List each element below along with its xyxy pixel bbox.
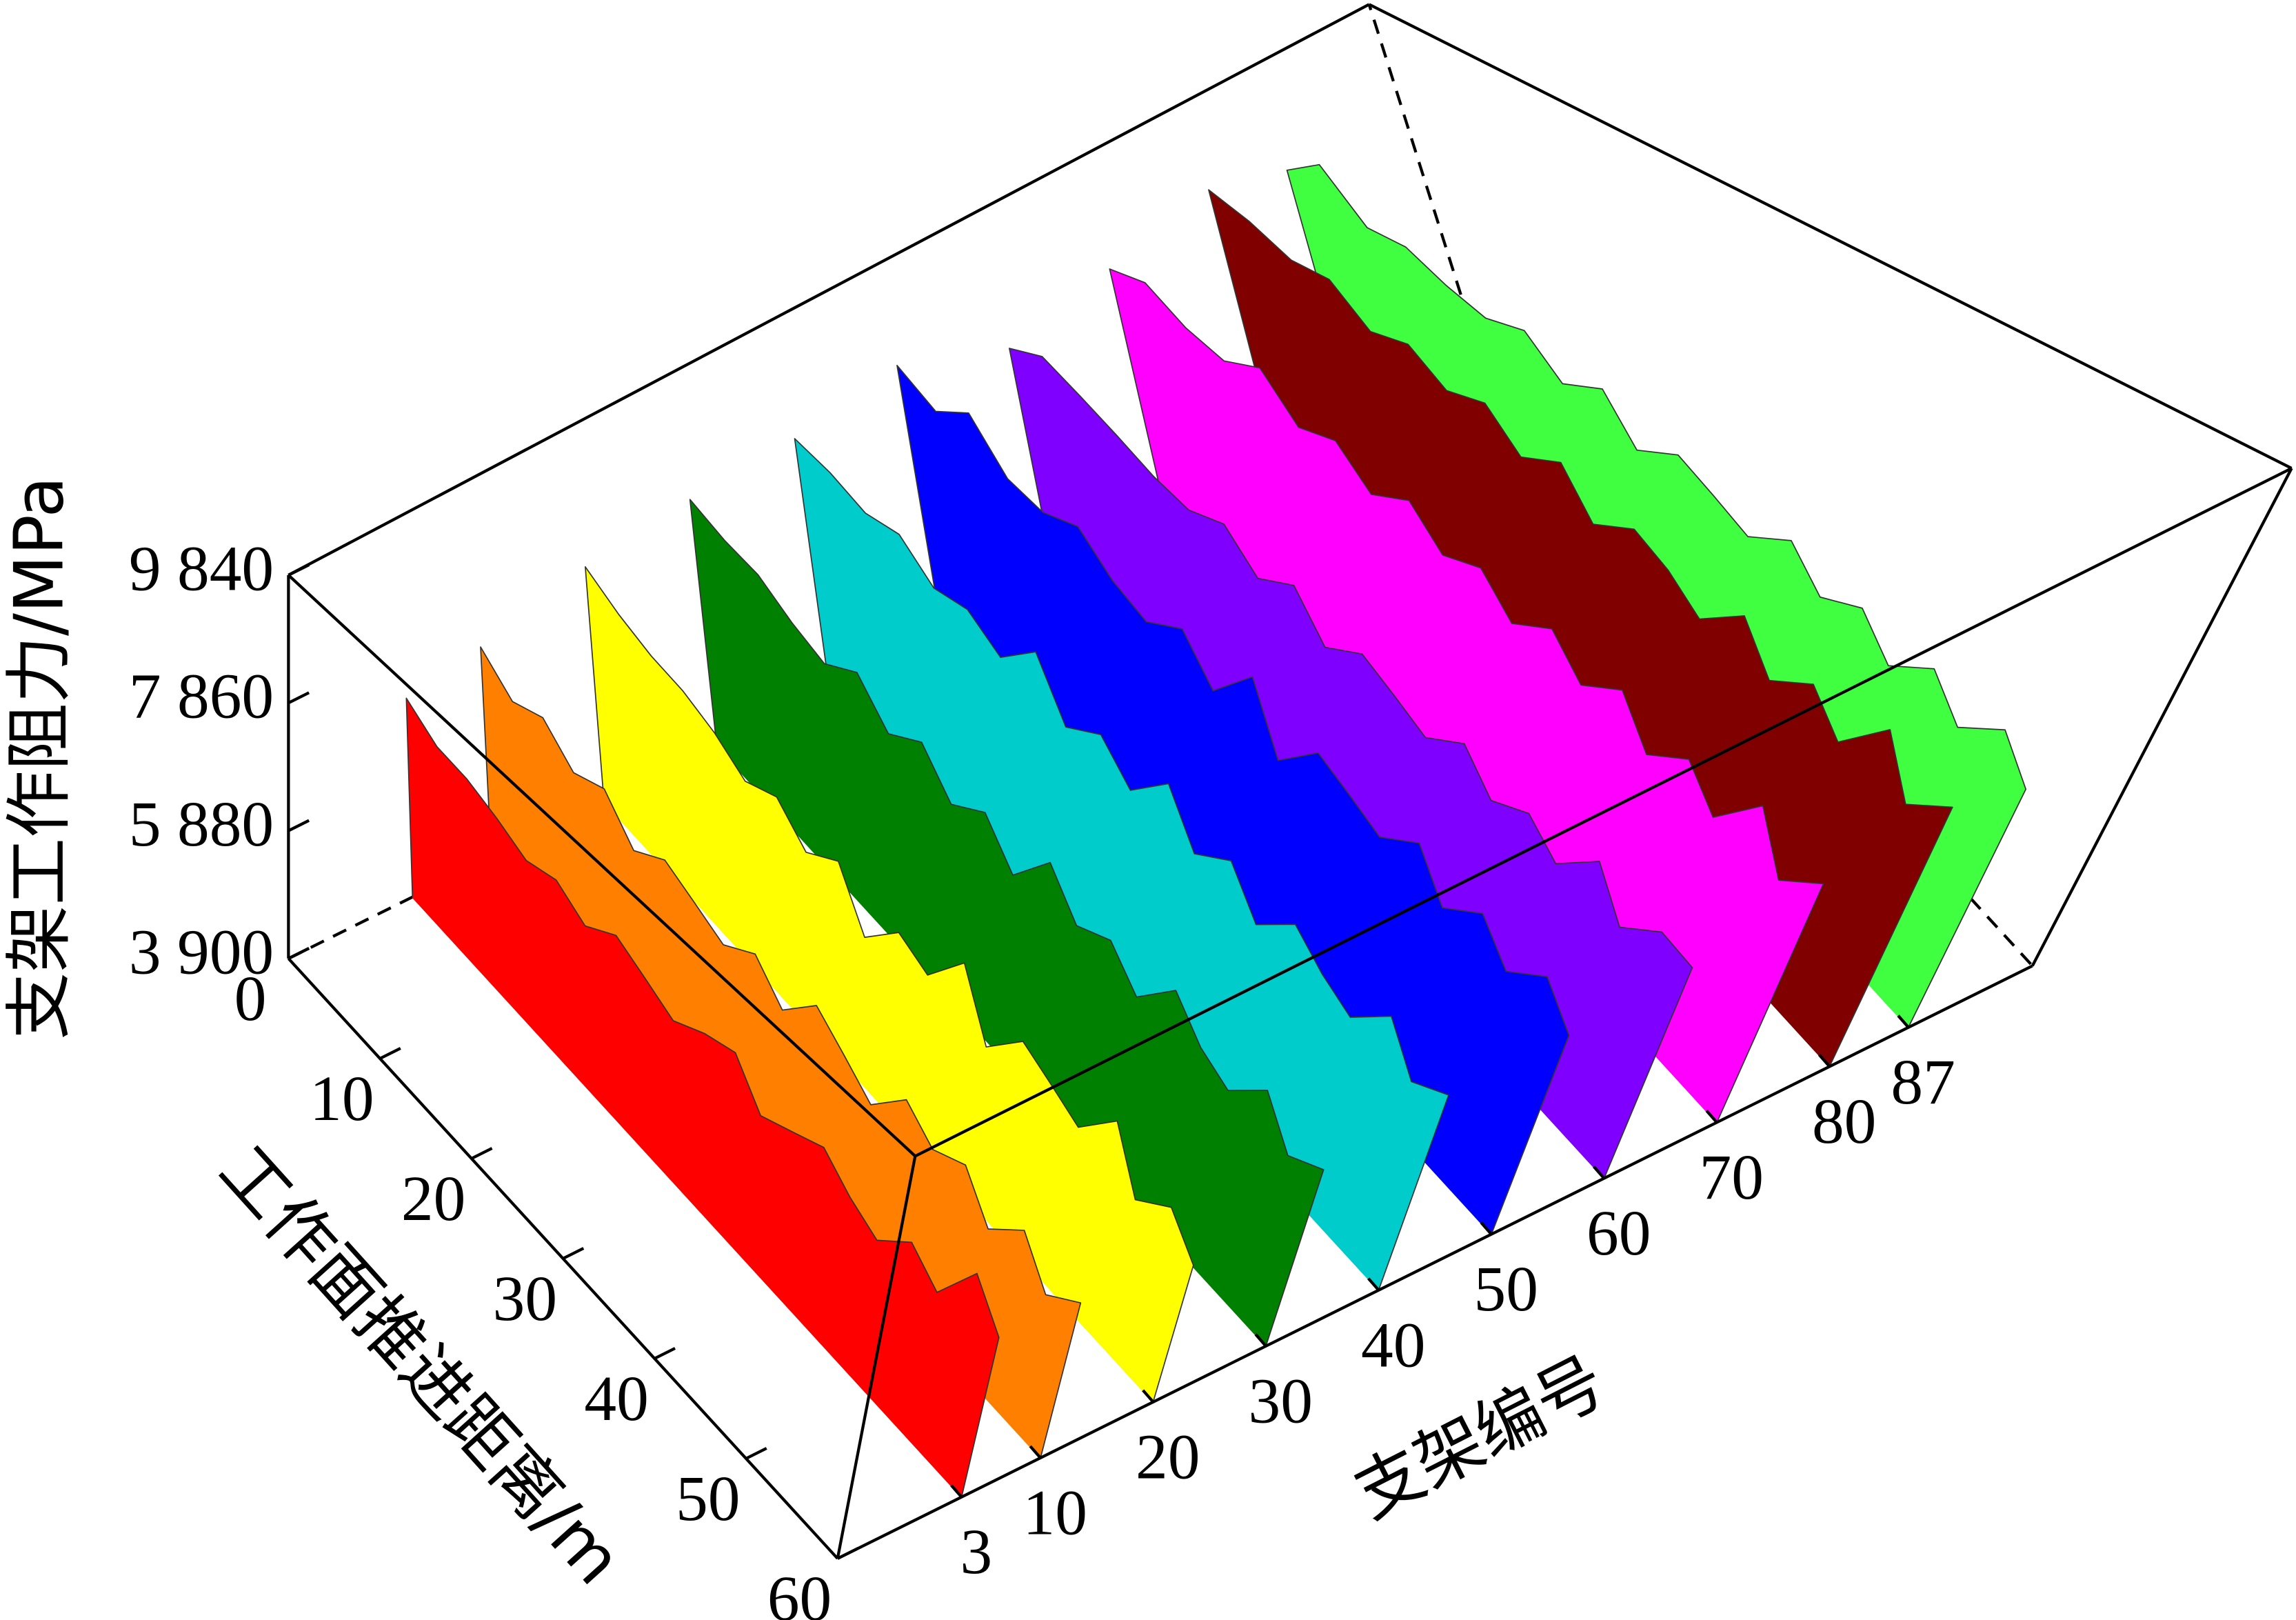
y-tick-label: 30 <box>1249 1366 1313 1437</box>
z-tick <box>288 819 310 832</box>
x-tick <box>562 1247 585 1260</box>
x-tick-label: 30 <box>493 1263 557 1334</box>
z-tick-label: 3 900 <box>129 917 274 988</box>
box-edge <box>1368 3 2293 470</box>
box-edge <box>287 574 916 1157</box>
y-tick <box>1817 1054 1831 1068</box>
ribbon <box>405 697 1000 1498</box>
y-tick-label: 40 <box>1361 1310 1425 1381</box>
y-tick <box>1897 1014 1910 1029</box>
x-tick <box>745 1447 767 1460</box>
y-tick <box>1029 1445 1042 1459</box>
ribbon <box>689 499 1325 1347</box>
ribbon <box>1009 348 1693 1179</box>
y-tick <box>950 1484 963 1499</box>
x-tick-label: 20 <box>401 1163 465 1234</box>
z-axis-title: 支架工作阻力/MPa <box>1 477 79 1040</box>
y-tick <box>1705 1110 1718 1123</box>
front-layer: 3 900 5 880 7 860 9 840 0 10 20 30 40 50 60 3 10 20 30… <box>129 3 2293 1620</box>
x-tick <box>470 1147 493 1160</box>
y-tick-label: 80 <box>1812 1086 1876 1157</box>
x-tick <box>288 947 310 960</box>
x-tick <box>654 1347 676 1360</box>
ribbon <box>794 438 1449 1291</box>
x-tick-label: 60 <box>767 1563 832 1620</box>
y-tick-label: 87 <box>1891 1047 1955 1118</box>
y-tick <box>1254 1333 1267 1348</box>
z-tick <box>288 563 310 577</box>
y-tick-label: 70 <box>1699 1142 1763 1213</box>
x-tick-label: 50 <box>676 1463 740 1534</box>
ribbons <box>405 163 2027 1498</box>
y-tick <box>1593 1166 1606 1179</box>
z-tick-label: 9 840 <box>129 533 274 604</box>
box-edge <box>288 3 1370 577</box>
y-tick-label: 10 <box>1023 1478 1087 1549</box>
ribbon <box>480 646 1082 1459</box>
y-tick <box>1367 1277 1380 1292</box>
z-tick-label: 5 880 <box>129 789 274 860</box>
y-tick <box>1142 1389 1155 1403</box>
y-tick-label: 20 <box>1136 1421 1200 1492</box>
ribbon <box>585 566 1194 1403</box>
box-edge <box>2031 468 2293 967</box>
y-tick <box>1480 1221 1493 1236</box>
ribbon <box>896 365 1570 1235</box>
y-tick-label: 50 <box>1474 1254 1538 1325</box>
box-edge <box>914 467 2293 1158</box>
z-tick-label: 7 860 <box>129 661 274 732</box>
box-edge <box>836 964 2033 1560</box>
x-tick <box>836 1547 859 1560</box>
y-tick-label: 60 <box>1587 1198 1651 1269</box>
x-tick-label: 40 <box>584 1363 648 1434</box>
x-tick <box>379 1047 401 1060</box>
ribbon <box>1109 268 1824 1123</box>
x-tick-label: 0 <box>234 963 267 1034</box>
z-tick <box>288 691 310 705</box>
x-tick-label: 10 <box>310 1063 374 1134</box>
box-edge <box>836 1155 917 1559</box>
y-tick-label: 3 <box>960 1517 992 1588</box>
